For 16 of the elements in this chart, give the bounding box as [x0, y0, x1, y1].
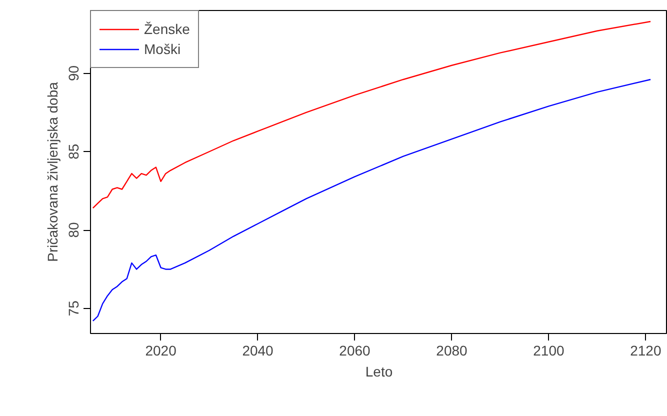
x-tick-label: 2040: [242, 342, 274, 358]
line-series: [92, 78, 652, 322]
line-series: [92, 20, 652, 209]
x-tick-label: 2100: [533, 342, 564, 358]
x-tick-label: 2080: [436, 342, 468, 358]
y-tick-label: 85: [66, 144, 82, 160]
x-tick-label: 2020: [145, 342, 177, 358]
x-tick-label: 2060: [339, 342, 371, 358]
y-axis-title: Pričakovana življenjska doba: [44, 82, 60, 262]
y-tick-label: 90: [66, 65, 82, 82]
x-tick-label: 2120: [630, 342, 662, 358]
legend-label: Ženske: [144, 21, 190, 37]
y-tick-label: 80: [66, 222, 82, 238]
legend-label: Moški: [144, 41, 181, 57]
x-axis-title: Leto: [365, 364, 393, 380]
y-tick-label: 75: [66, 300, 82, 316]
